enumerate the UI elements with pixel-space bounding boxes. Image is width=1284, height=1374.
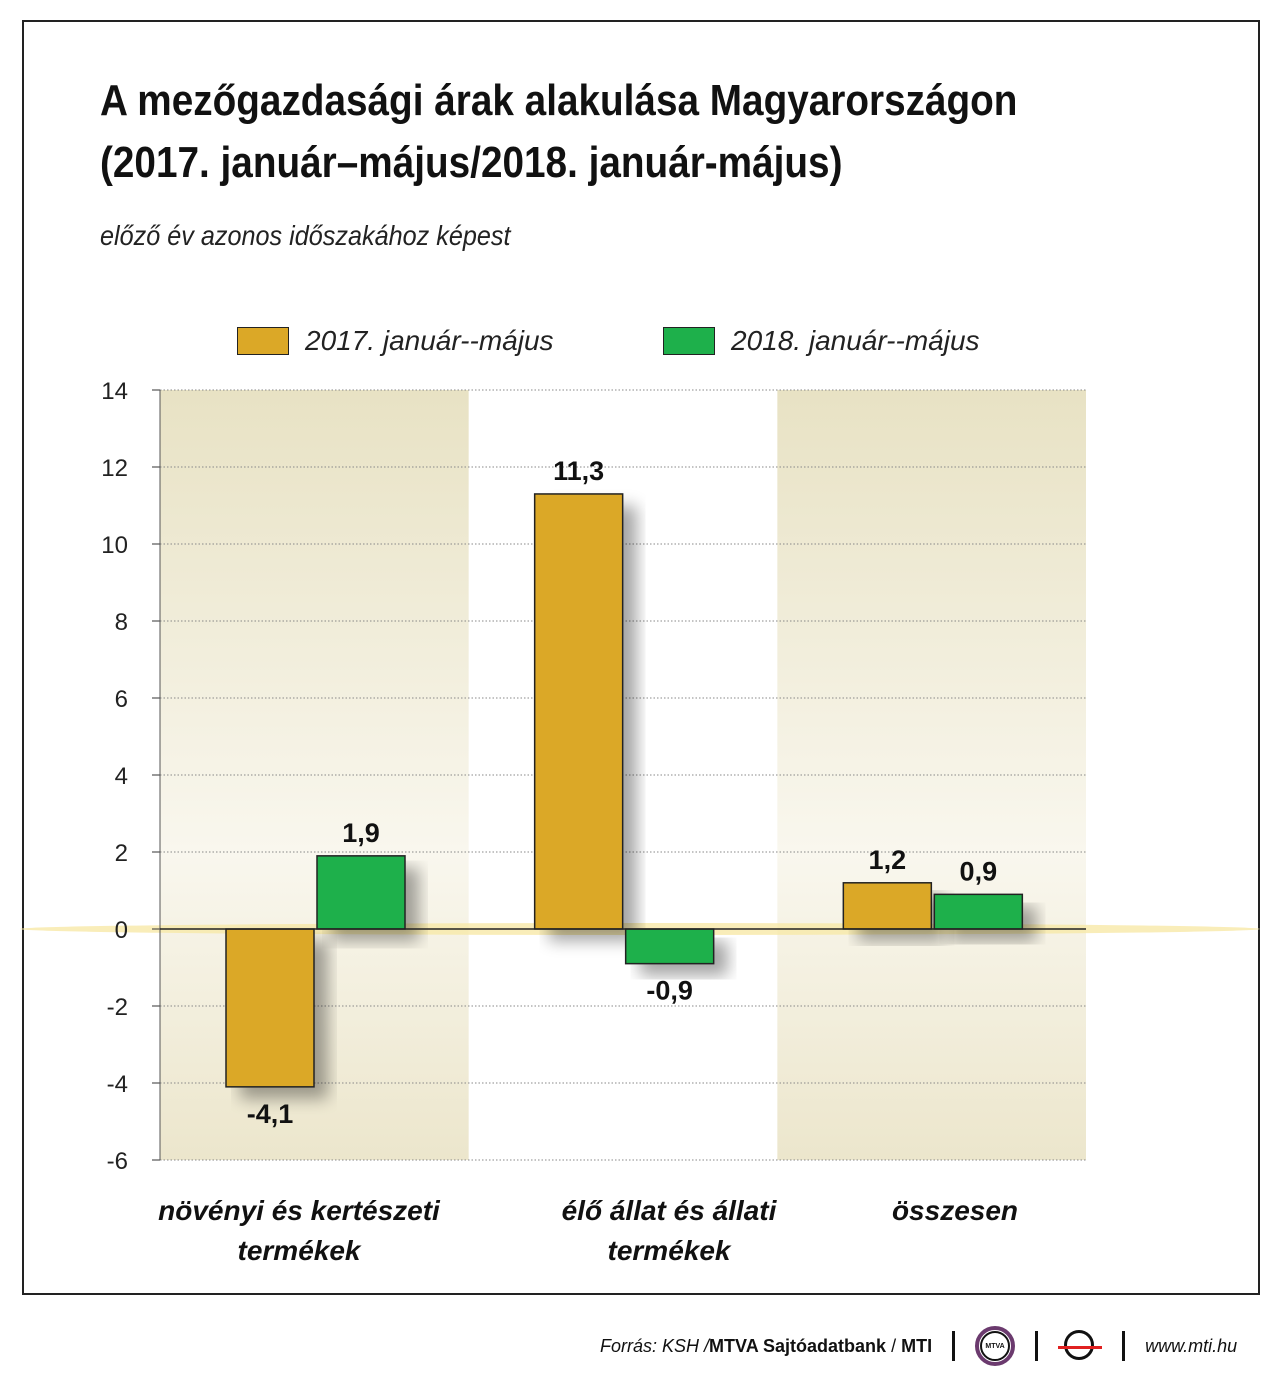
y-tick-label: 0 bbox=[115, 917, 128, 944]
footer: Forrás: KSH / MTVA Sajtóadatbank / MTI M… bbox=[600, 1326, 1237, 1366]
legend-label: 2018. január--május bbox=[731, 325, 980, 356]
source-prefix: Forrás: KSH / bbox=[600, 1335, 710, 1356]
legend-swatch bbox=[663, 327, 715, 355]
data-label: 11,3 bbox=[553, 456, 604, 486]
y-tick-label: 14 bbox=[101, 378, 128, 405]
category-label: összesen bbox=[892, 1195, 1018, 1226]
y-tick-label: 2 bbox=[115, 840, 128, 867]
legend-swatch bbox=[237, 327, 289, 355]
source-sep: / bbox=[886, 1335, 902, 1356]
legend-item-2018: 2018. január--május bbox=[663, 325, 980, 357]
divider bbox=[1122, 1331, 1126, 1361]
y-tick-label: 12 bbox=[101, 455, 128, 482]
data-label: 0,9 bbox=[960, 856, 998, 886]
bar bbox=[225, 928, 315, 1088]
legend-label: 2017. január--május bbox=[305, 325, 554, 356]
chart-title: A mezőgazdasági árak alakulása Magyarors… bbox=[100, 70, 1017, 194]
data-label: -0,9 bbox=[646, 976, 693, 1006]
y-tick-label: 8 bbox=[115, 609, 128, 636]
data-label: 1,2 bbox=[869, 845, 907, 875]
category-label: élő állat és állati bbox=[562, 1195, 778, 1226]
title-line-2: (2017. január–május/2018. január-május) bbox=[100, 138, 843, 187]
legend-item-2017: 2017. január--május bbox=[237, 325, 554, 357]
mti-logo bbox=[1058, 1328, 1103, 1364]
chart-frame bbox=[22, 20, 1260, 1295]
source-mti: MTI bbox=[901, 1335, 933, 1356]
bar bbox=[624, 928, 715, 965]
y-tick-label: -2 bbox=[107, 994, 128, 1021]
category-label: termékek bbox=[608, 1235, 732, 1266]
bar bbox=[842, 882, 933, 930]
source-bank: MTVA Sajtóadatbank bbox=[709, 1335, 887, 1356]
bar bbox=[316, 855, 406, 930]
chart-subtitle: előző év azonos időszakához képest bbox=[100, 220, 511, 251]
source-url: www.mti.hu bbox=[1145, 1335, 1238, 1356]
category-label: növényi és kertészeti bbox=[158, 1195, 441, 1226]
y-tick-label: 6 bbox=[115, 686, 128, 713]
mtva-logo: MTVA bbox=[975, 1326, 1016, 1366]
bar bbox=[533, 493, 624, 930]
data-label: -4,1 bbox=[247, 1099, 294, 1129]
divider bbox=[952, 1331, 956, 1361]
bar bbox=[933, 893, 1024, 930]
y-tick-label: -4 bbox=[107, 1071, 128, 1098]
data-label: 1,9 bbox=[342, 818, 380, 848]
category-label: termékek bbox=[238, 1235, 362, 1266]
title-line-1: A mezőgazdasági árak alakulása Magyarors… bbox=[100, 76, 1018, 125]
y-tick-label: 4 bbox=[115, 763, 128, 790]
y-tick-label: 10 bbox=[101, 532, 128, 559]
divider bbox=[1035, 1331, 1039, 1361]
y-tick-label: -6 bbox=[107, 1148, 128, 1175]
